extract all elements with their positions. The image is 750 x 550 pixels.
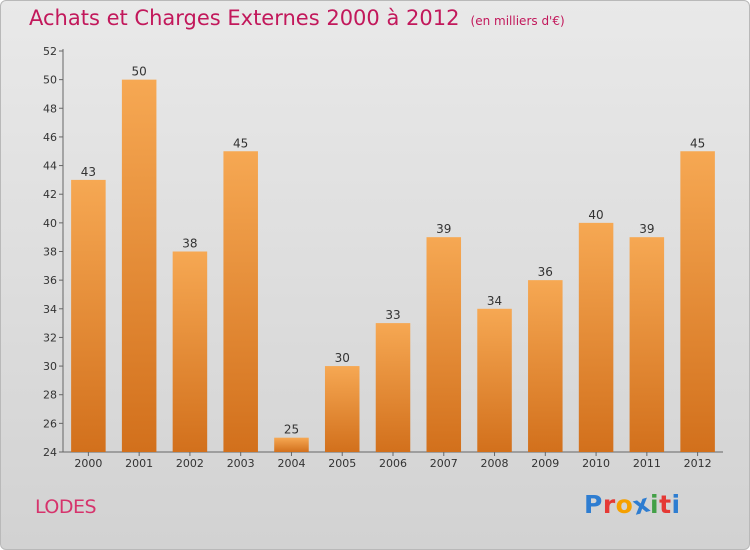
y-tick-label: 42 — [43, 188, 57, 201]
x-tick-label-2010: 2010 — [582, 457, 610, 470]
x-tick-label-2012: 2012 — [684, 457, 712, 470]
bar-2004 — [274, 437, 309, 452]
bar-2010 — [578, 222, 614, 452]
x-tick-label-2011: 2011 — [633, 457, 661, 470]
x-tick-label-2008: 2008 — [481, 457, 509, 470]
chart-title: Achats et Charges Externes 2000 à 2012 — [29, 6, 460, 30]
y-tick-label: 40 — [43, 217, 57, 230]
bar-2011 — [629, 237, 665, 452]
proxiti-logo: Proxiti — [584, 488, 681, 521]
x-tick-label-2007: 2007 — [430, 457, 458, 470]
y-tick-label: 38 — [43, 246, 57, 259]
value-label-2009: 36 — [538, 265, 553, 279]
value-label-2001: 50 — [132, 65, 147, 79]
x-tick-label-2006: 2006 — [379, 457, 407, 470]
value-label-2008: 34 — [487, 294, 502, 308]
y-tick-label: 32 — [43, 331, 57, 344]
value-label-2003: 45 — [233, 136, 248, 150]
bar-2000 — [71, 179, 106, 452]
y-tick-label: 26 — [43, 417, 57, 430]
value-label-2012: 45 — [690, 136, 705, 150]
bar-2012 — [680, 151, 715, 452]
y-tick-label: 46 — [43, 131, 57, 144]
x-tick-label-2005: 2005 — [328, 457, 356, 470]
value-label-2011: 39 — [639, 222, 654, 236]
chart-subtitle: (en milliers d'€) — [470, 14, 565, 28]
x-tick-label-2001: 2001 — [125, 457, 153, 470]
x-tick-label-2000: 2000 — [74, 457, 102, 470]
y-tick-label: 52 — [43, 45, 57, 58]
bar-2009 — [528, 280, 563, 452]
value-label-2006: 33 — [385, 308, 400, 322]
value-label-2010: 40 — [588, 208, 603, 222]
x-tick-label-2003: 2003 — [227, 457, 255, 470]
bar-2006 — [375, 323, 411, 452]
bar-2002 — [172, 251, 208, 452]
bar-2003 — [223, 151, 258, 452]
y-tick-label: 34 — [43, 303, 57, 316]
y-tick-label: 30 — [43, 360, 57, 373]
x-tick-label-2009: 2009 — [531, 457, 559, 470]
value-label-2000: 43 — [81, 165, 96, 179]
bar-2001 — [121, 79, 157, 453]
bar-2005 — [324, 366, 360, 452]
y-tick-label: 36 — [43, 274, 57, 287]
value-label-2002: 38 — [182, 237, 197, 251]
bar-2007 — [426, 237, 462, 452]
y-tick-label: 28 — [43, 389, 57, 402]
y-tick-label: 48 — [43, 102, 57, 115]
x-tick-label-2004: 2004 — [277, 457, 305, 470]
y-tick-label: 50 — [43, 74, 57, 87]
bar-2008 — [477, 308, 512, 452]
y-tick-label: 44 — [43, 160, 57, 173]
value-label-2005: 30 — [335, 351, 350, 365]
commune-name: LODES — [35, 496, 97, 518]
title-row: Achats et Charges Externes 2000 à 2012 (… — [29, 6, 565, 30]
value-label-2007: 39 — [436, 222, 451, 236]
value-label-2004: 25 — [284, 423, 299, 437]
y-tick-label: 24 — [43, 446, 57, 459]
x-tick-label-2002: 2002 — [176, 457, 204, 470]
